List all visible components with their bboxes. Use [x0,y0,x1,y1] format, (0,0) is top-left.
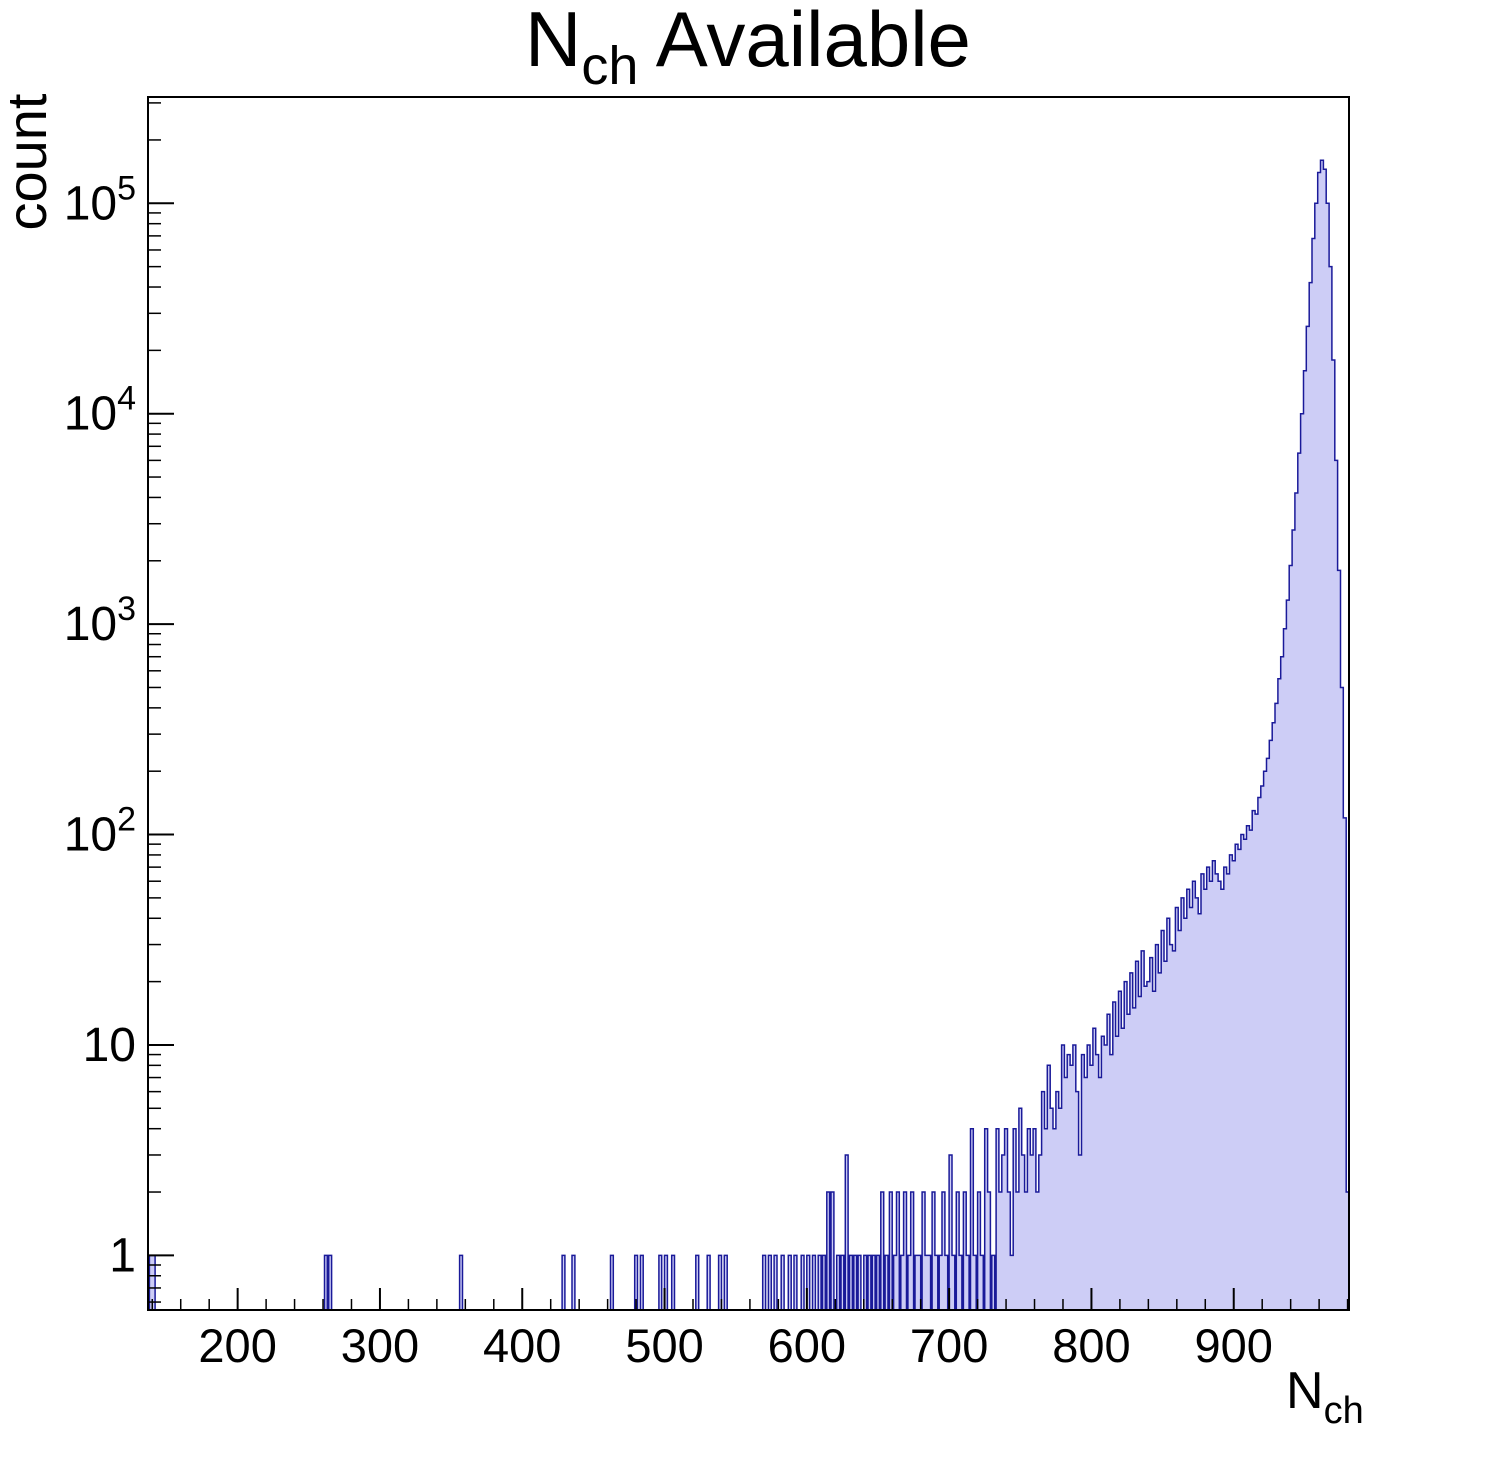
x-tick-label: 200 [198,1319,276,1372]
x-tick-label: 900 [1195,1319,1273,1372]
x-axis-title-main: N [1286,1362,1324,1420]
y-tick-label: 105 [64,169,136,230]
x-tick-label: 500 [625,1319,703,1372]
axis-ticks [148,102,1349,1310]
y-axis-title: count [0,93,58,230]
histogram-area [148,159,1350,1311]
x-tick-label: 300 [341,1319,419,1372]
y-tick-label: 104 [64,380,136,441]
y-tick-base: 10 [64,809,117,862]
y-tick-label: 10 [83,1019,136,1072]
x-tick-label: 400 [483,1319,561,1372]
chart-title-rest: Available [638,0,971,83]
y-tick-label: 103 [64,590,136,651]
y-tick-exponent: 3 [117,590,136,628]
chart-title-main: N [525,0,581,83]
x-tick-label: 600 [768,1319,846,1372]
x-axis-title-subscript: ch [1324,1390,1364,1432]
y-tick-exponent: 2 [117,801,136,839]
x-axis-title: Nch [1286,1362,1364,1432]
y-tick-exponent: 5 [117,169,136,207]
y-tick-base: 10 [64,177,117,230]
x-tick-label: 700 [910,1319,988,1372]
histogram-series [148,159,1350,1311]
plot-frame [147,96,1350,1311]
y-tick-label: 102 [64,801,136,862]
chart-title-subscript: ch [581,36,638,96]
chart-title: Nch Available [525,0,971,96]
y-tick-base: 10 [64,388,117,441]
y-tick-label: 1 [109,1229,136,1282]
y-tick-exponent: 4 [117,380,136,418]
x-tick-label: 800 [1052,1319,1130,1372]
y-tick-base: 10 [64,598,117,651]
